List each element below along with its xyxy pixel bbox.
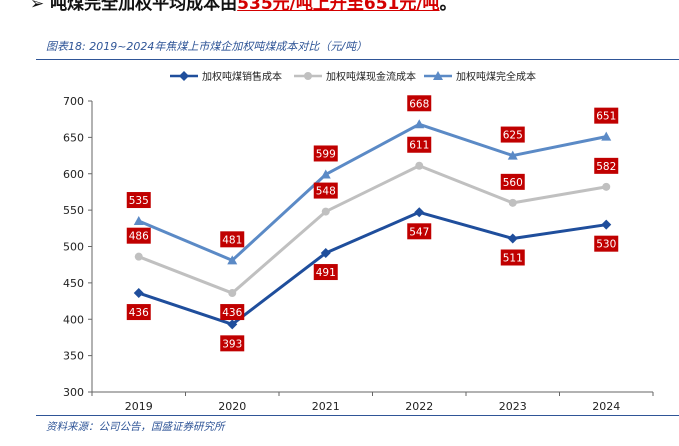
y-tick-label: 550 [63,204,84,217]
sales-cost-line [138,210,607,326]
sales-cost-marker [414,207,425,218]
y-tick-label: 600 [63,168,84,181]
y-tick-label: 350 [63,350,84,363]
x-tick-label: 2022 [405,400,433,413]
y-tick-label: 400 [63,313,84,326]
x-tick-label: 2021 [312,400,340,413]
full-cost-data-label: 481 [222,234,242,246]
cash-cost-label-box [500,173,525,190]
full-cost-marker [414,119,425,129]
full-cost-data-label: 668 [409,98,429,110]
cash-cost-label-box [220,304,245,321]
full-cost-label-box [313,145,338,162]
sales-cost-label-box [126,304,151,321]
full-cost-label-box [220,231,245,248]
sales-cost-marker [133,288,144,299]
sales-cost-marker [320,248,331,259]
caption-rule [36,59,679,60]
y-tick-label: 700 [63,95,84,108]
cash-cost-data-label: 611 [409,140,429,152]
legend-cash-cost-label: 加权吨煤现金流成本 [326,70,416,83]
legend-cash-cost-marker [304,72,312,80]
headline-suffix: 。 [439,0,457,14]
full-cost-marker [507,150,518,160]
cash-cost-marker [228,289,237,298]
figure-caption: 图表18: 2019~2024年焦煤上市煤企加权吨煤成本对比（元/吨） [46,40,368,53]
source-rule [36,415,679,416]
x-tick-label: 2019 [125,400,153,413]
cash-cost-data-label: 486 [129,231,149,243]
cash-cost-data-label: 436 [222,307,242,319]
y-tick-label: 650 [63,131,84,144]
sales-cost-data-label: 491 [316,267,336,279]
headline-arrow-icon: ➢ [30,0,45,14]
full-cost-marker [133,216,144,226]
legend-sales-cost-label: 加权吨煤销售成本 [202,70,282,83]
sales-cost-data-label: 436 [129,307,149,319]
full-cost-data-label: 651 [596,111,616,123]
headline-highlight: 535元/吨上升至651元/吨 [237,0,440,14]
sales-cost-data-label: 393 [222,338,242,350]
sales-cost-label-box [500,249,525,266]
cash-cost-label-box [594,157,619,174]
cash-cost-marker [134,252,143,261]
x-tick-label: 2024 [592,400,620,413]
cash-cost-data-label: 548 [316,186,336,198]
headline-prefix: 吨煤完全加权平均成本由 [50,0,238,14]
cash-cost-data-label: 560 [503,177,523,189]
sales-cost-marker [601,219,612,230]
sales-cost-label-box [220,335,245,352]
sales-cost-label-box [313,264,338,281]
legend-full-cost-label: 加权吨煤完全成本 [456,70,536,83]
y-tick-label: 450 [63,277,84,290]
full-cost-marker [601,131,612,141]
sales-cost-data-label: 547 [409,226,429,238]
full-cost-marker [320,169,331,179]
full-cost-marker [227,255,238,265]
legend-full-cost-marker [433,71,443,80]
cash-cost-marker [602,182,611,191]
x-tick-label: 2023 [499,400,527,413]
full-cost-data-label: 625 [503,130,523,142]
cash-cost-marker [508,198,517,207]
full-cost-data-label: 599 [316,148,336,160]
cash-cost-marker [415,161,424,170]
legend-sales-cost-marker [179,71,189,81]
sales-cost-data-label: 530 [596,239,616,251]
sales-cost-label-box [407,223,432,240]
sales-cost-label-box [594,235,619,252]
full-cost-label-box [407,95,432,112]
full-cost-data-label: 535 [129,195,149,207]
cash-cost-label-box [313,182,338,199]
full-cost-label-box [126,192,151,209]
sales-cost-marker [227,319,238,330]
summary-headline: ➢ 吨煤完全加权平均成本由535元/吨上升至651元/吨。 [30,0,457,14]
cash-cost-label-box [126,227,151,244]
x-tick-label: 2020 [218,400,246,413]
full-cost-label-box [594,107,619,124]
cash-cost-label-box [407,136,432,153]
full-cost-label-box [500,126,525,143]
y-tick-label: 300 [63,386,84,399]
full-cost-line [138,122,607,262]
cash-cost-marker [321,207,330,216]
sales-cost-marker [507,233,518,244]
y-tick-label: 500 [63,241,84,254]
sales-cost-data-label: 511 [503,252,523,264]
cash-cost-line [138,164,607,295]
figure-source: 资料来源：公司公告，国盛证券研究所 [46,421,225,433]
cash-cost-data-label: 582 [596,161,616,173]
